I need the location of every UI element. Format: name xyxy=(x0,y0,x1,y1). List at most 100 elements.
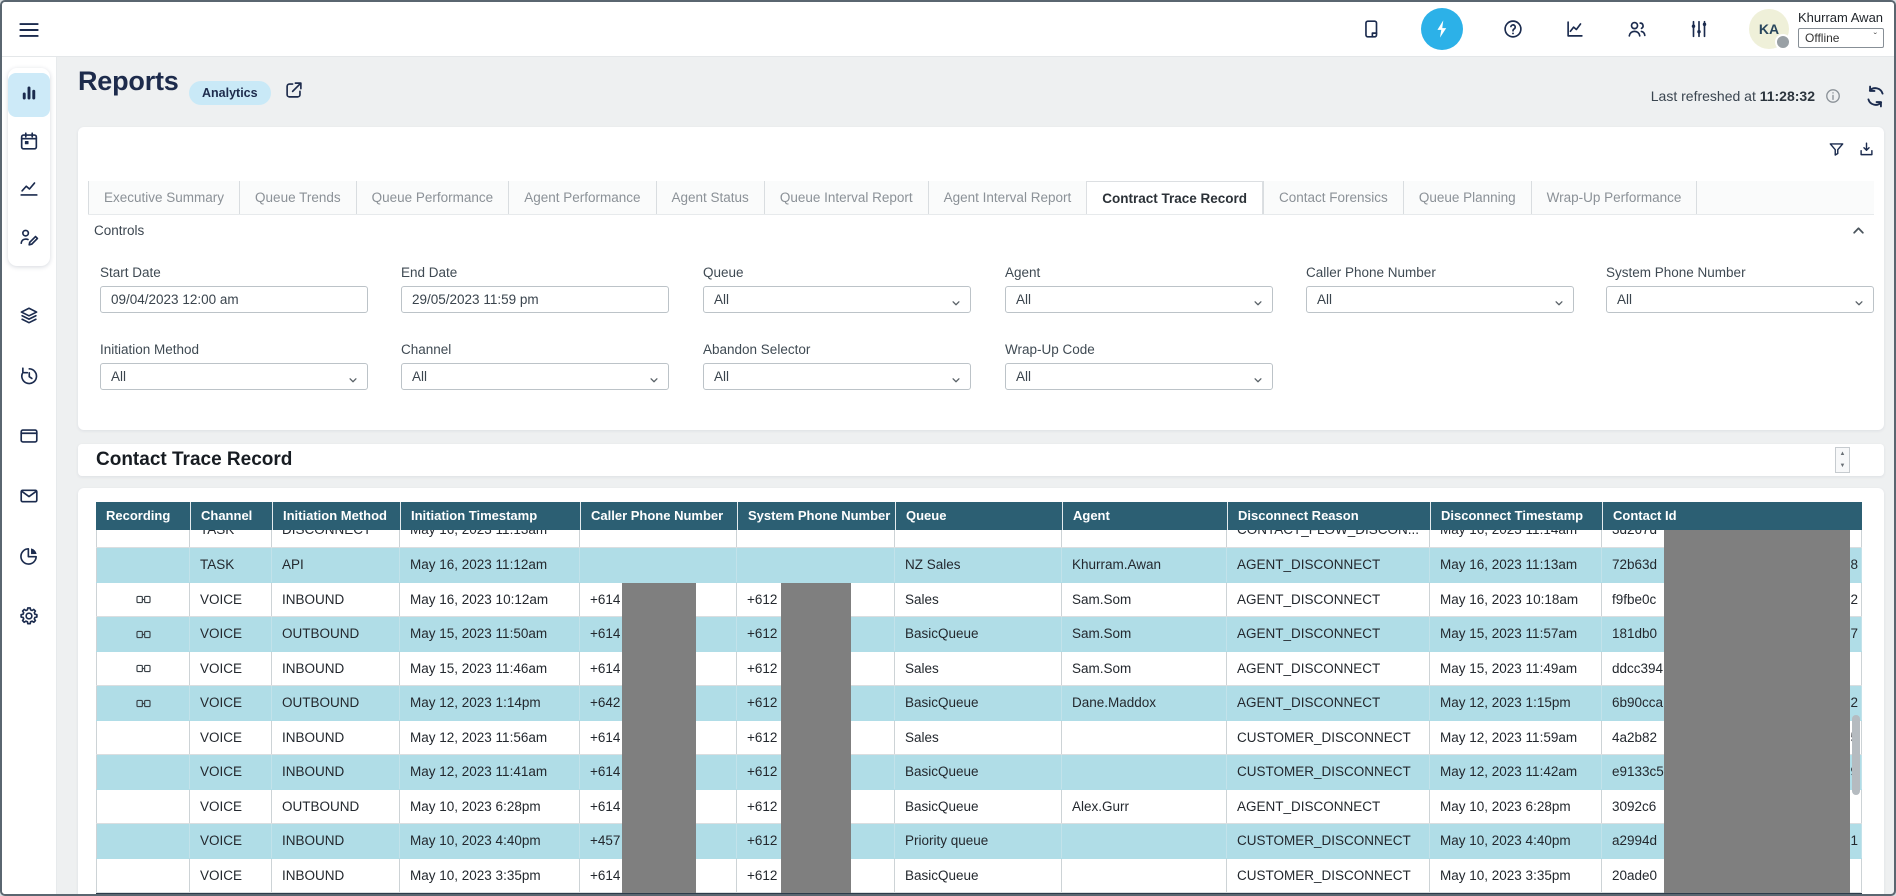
wrap-up-code-select[interactable]: All xyxy=(1005,363,1273,390)
table-row: VOICEINBOUNDMay 12, 2023 11:41am+614+612… xyxy=(96,755,1862,790)
sidebar-item-layers[interactable] xyxy=(8,288,50,348)
sidebar-item-trend-chart[interactable] xyxy=(8,167,50,215)
filter-caller-phone-number: Caller Phone NumberAll xyxy=(1306,265,1574,313)
system-phone-number-select[interactable]: All xyxy=(1606,286,1874,313)
download-icon[interactable] xyxy=(1857,140,1876,159)
tab-separator xyxy=(1696,181,1697,214)
filter-label: System Phone Number xyxy=(1606,265,1874,280)
table-scrollbar-thumb[interactable] xyxy=(1852,715,1860,795)
sidebar-reporting-group xyxy=(8,68,50,266)
cell-agent xyxy=(1062,721,1227,756)
table-title: Contact Trace Record xyxy=(96,449,292,471)
sidebar-item-browser-window[interactable] xyxy=(8,408,50,468)
chevron-down-icon xyxy=(647,370,661,384)
cell-initiation-timestamp: May 16, 2023 10:12am xyxy=(400,583,580,618)
chevron-down-icon xyxy=(1251,370,1265,384)
sidebar-item-pie-chart[interactable] xyxy=(8,528,50,588)
cell-initiation-method: API xyxy=(272,548,400,583)
cell-initiation-method: DISCONNECT xyxy=(272,530,400,548)
caller-phone-number-select[interactable]: All xyxy=(1306,286,1574,313)
topbar: KA Khurram Awan Offline ˇ xyxy=(2,2,1894,57)
sidebar-item-mail[interactable] xyxy=(8,468,50,528)
filter-wrap-up-code: Wrap-Up CodeAll xyxy=(1005,342,1273,390)
pie-chart-icon xyxy=(18,545,40,572)
redaction-overlay xyxy=(622,583,696,896)
tab-agent-interval-report[interactable]: Agent Interval Report xyxy=(928,181,1087,214)
tab-contract-trace-record[interactable]: Contract Trace Record xyxy=(1086,181,1263,214)
filter-sliders-icon[interactable] xyxy=(1687,17,1711,41)
channel-select[interactable]: All xyxy=(401,363,669,390)
tab-contact-forensics[interactable]: Contact Forensics xyxy=(1263,181,1403,214)
filter-label: End Date xyxy=(401,265,669,280)
app-window: KA Khurram Awan Offline ˇ Reports Analyt… xyxy=(0,0,1896,896)
cell-disconnect-reason: AGENT_DISCONNECT xyxy=(1227,790,1430,825)
recording-icon[interactable] xyxy=(135,660,152,677)
contact-id-tail: 1 xyxy=(1850,824,1858,859)
tab-queue-planning[interactable]: Queue Planning xyxy=(1403,181,1531,214)
scroll-down-button[interactable]: ▼ xyxy=(1836,460,1849,472)
analytics-icon[interactable] xyxy=(1563,17,1587,41)
recording-icon[interactable] xyxy=(135,591,152,608)
cell-disconnect-reason: CUSTOMER_DISCONNECT xyxy=(1227,859,1430,894)
column-header-caller-phone-number: Caller Phone Number xyxy=(580,502,737,530)
start-date-input[interactable]: 09/04/2023 12:00 am xyxy=(100,286,368,313)
tab-queue-interval-report[interactable]: Queue Interval Report xyxy=(764,181,928,214)
recording-icon[interactable] xyxy=(135,695,152,712)
tab-agent-performance[interactable]: Agent Performance xyxy=(508,181,655,214)
contact-id-prefix: 20ade0 xyxy=(1612,868,1657,883)
chevron-down-icon xyxy=(949,370,963,384)
table-body: TASKDISCONNECTMay 16, 2023 11:13amCONTAC… xyxy=(96,530,1862,893)
refresh-icon[interactable] xyxy=(1863,84,1888,109)
cell-agent: Sam.Som xyxy=(1062,617,1227,652)
scroll-up-button[interactable]: ▲ xyxy=(1836,448,1849,460)
cell-queue: BasicQueue xyxy=(895,790,1062,825)
cell-queue: NZ Sales xyxy=(895,548,1062,583)
sidebar-item-calendar[interactable] xyxy=(8,119,50,167)
tab-queue-performance[interactable]: Queue Performance xyxy=(356,181,509,214)
contact-id-prefix: f9fbe0c xyxy=(1612,592,1656,607)
info-icon[interactable] xyxy=(1824,87,1842,105)
agents-icon[interactable] xyxy=(1625,17,1649,41)
status-select[interactable]: Offline ˇ xyxy=(1798,28,1884,48)
tab-agent-status[interactable]: Agent Status xyxy=(656,181,764,214)
browser-window-icon xyxy=(18,425,40,452)
filter-funnel-icon[interactable] xyxy=(1827,140,1846,159)
chevron-down-icon xyxy=(1251,293,1265,307)
avatar[interactable]: KA xyxy=(1749,9,1789,49)
quick-create-bolt-icon[interactable] xyxy=(1421,8,1463,50)
abandon-selector-select[interactable]: All xyxy=(703,363,971,390)
chevron-up-icon[interactable] xyxy=(1849,221,1868,240)
filter-label: Start Date xyxy=(100,265,368,280)
sidebar-item-design-edit[interactable] xyxy=(8,215,50,263)
chevron-down-icon xyxy=(346,370,360,384)
sidebar-item-history[interactable] xyxy=(8,348,50,408)
sidebar-item-bar-chart[interactable] xyxy=(8,73,50,117)
filter-label: Channel xyxy=(401,342,669,357)
help-icon[interactable] xyxy=(1501,17,1525,41)
queue-select[interactable]: All xyxy=(703,286,971,313)
cell-disconnect-timestamp: May 10, 2023 4:40pm xyxy=(1430,824,1602,859)
cell-recording xyxy=(96,721,190,756)
tab-executive-summary[interactable]: Executive Summary xyxy=(88,181,239,214)
column-header-contact-id: Contact Id xyxy=(1602,502,1862,530)
cell-disconnect-reason: AGENT_DISCONNECT xyxy=(1227,617,1430,652)
cell-channel: VOICE xyxy=(190,721,272,756)
cell-recording xyxy=(96,755,190,790)
tab-wrap-up-performance[interactable]: Wrap-Up Performance xyxy=(1531,181,1697,214)
column-header-system-phone-number: System Phone Number xyxy=(737,502,895,530)
cell-initiation-method: INBOUND xyxy=(272,583,400,618)
end-date-input[interactable]: 29/05/2023 11:59 pm xyxy=(401,286,669,313)
agent-select[interactable]: All xyxy=(1005,286,1273,313)
hamburger-menu-icon[interactable] xyxy=(16,17,42,43)
table-row: TASKDISCONNECTMay 16, 2023 11:13amCONTAC… xyxy=(96,530,1862,548)
cell-agent xyxy=(1062,530,1227,548)
notes-icon[interactable] xyxy=(1359,17,1383,41)
recording-icon[interactable] xyxy=(135,626,152,643)
sidebar-item-gear[interactable] xyxy=(8,588,50,648)
external-link-icon[interactable] xyxy=(283,79,305,101)
cell-system-phone xyxy=(737,530,895,548)
cell-initiation-method: INBOUND xyxy=(272,755,400,790)
tab-queue-trends[interactable]: Queue Trends xyxy=(239,181,356,214)
initiation-method-select[interactable]: All xyxy=(100,363,368,390)
table-row: VOICEINBOUNDMay 10, 2023 3:35pm+614+612B… xyxy=(96,859,1862,894)
